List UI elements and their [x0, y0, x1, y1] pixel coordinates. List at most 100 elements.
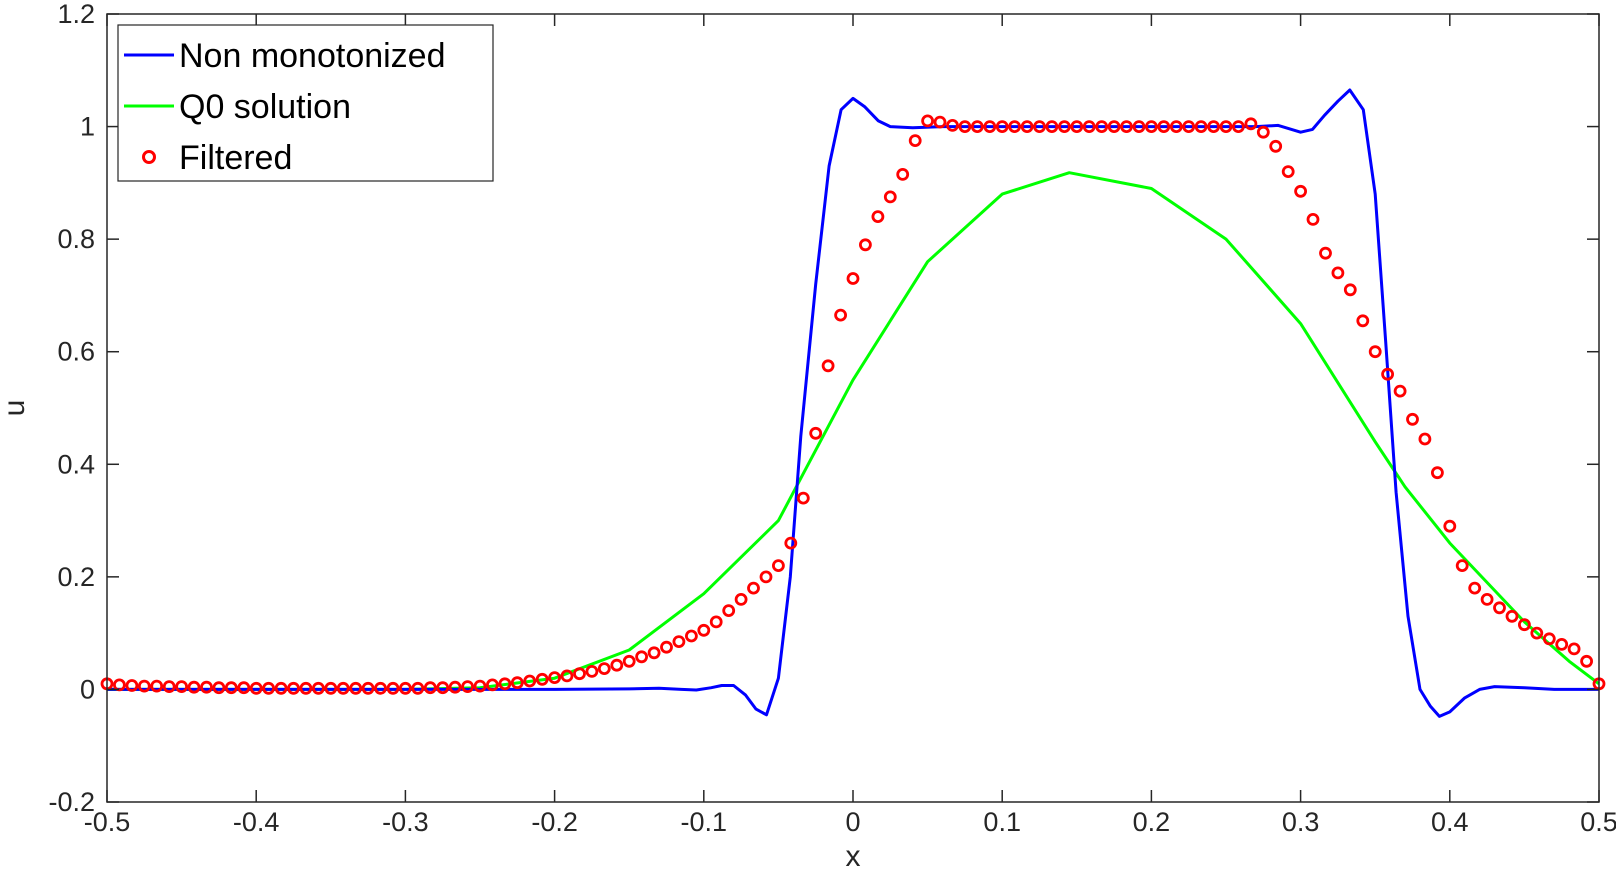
data-point-filtered [921, 114, 934, 128]
x-tick-label: -0.5 [84, 807, 131, 837]
data-point-filtered [1368, 345, 1382, 359]
data-point-filtered [896, 167, 910, 181]
data-point-filtered [1145, 120, 1158, 133]
data-point-filtered [1406, 412, 1419, 426]
data-point-filtered [1232, 120, 1245, 133]
data-point-filtered [1132, 120, 1146, 133]
data-point-filtered [175, 680, 189, 693]
data-point-filtered [1219, 120, 1233, 133]
data-point-filtered [523, 674, 537, 688]
legend: Non monotonized Q0 solution Filtered [117, 24, 494, 182]
data-point-filtered [1107, 120, 1121, 133]
data-point-filtered [1306, 212, 1320, 226]
data-point-filtered [299, 681, 313, 695]
data-point-filtered [510, 676, 524, 690]
x-tick-label: 0.4 [1431, 807, 1469, 837]
data-point-filtered [162, 680, 176, 693]
data-point-filtered [1082, 120, 1096, 133]
y-tick-label: 0.4 [57, 449, 95, 479]
data-point-filtered [1393, 384, 1407, 398]
data-point-filtered [1431, 466, 1444, 480]
data-point-filtered [1070, 120, 1084, 133]
data-point-filtered [772, 559, 785, 572]
data-point-filtered [610, 658, 624, 672]
data-point-filtered [1182, 120, 1196, 133]
data-point-filtered [809, 426, 823, 440]
data-point-filtered [1343, 283, 1357, 297]
y-tick-label: 0.8 [57, 224, 95, 254]
data-point-filtered [237, 681, 251, 695]
data-point-filtered [1319, 246, 1332, 260]
data-point-filtered [821, 359, 835, 373]
data-point-filtered [1169, 120, 1183, 133]
data-point-filtered [535, 672, 549, 686]
data-point-filtered [672, 635, 686, 648]
data-point-filtered [125, 679, 139, 692]
y-tick-label: 1.2 [57, 0, 95, 29]
data-point-filtered [1020, 120, 1034, 133]
data-point-filtered [137, 679, 151, 693]
data-point-filtered [485, 678, 499, 692]
data-point-filtered [834, 308, 847, 322]
data-point-filtered [995, 120, 1009, 133]
data-point-filtered [1518, 618, 1531, 632]
data-point-filtered [1542, 632, 1556, 646]
legend-box [117, 24, 494, 182]
legend-label-q0-solution: Q0 solution [179, 88, 351, 126]
data-point-filtered [448, 680, 462, 694]
data-point-filtered [970, 120, 984, 133]
data-point-filtered [734, 593, 748, 606]
data-point-filtered [1505, 609, 1519, 623]
data-point-filtered [349, 681, 363, 695]
legend-label-non-monotonized: Non monotonized [179, 37, 446, 75]
data-point-filtered [113, 678, 126, 692]
data-point-filtered [933, 115, 947, 129]
data-point-filtered [883, 190, 897, 204]
data-point-filtered [287, 681, 300, 695]
data-point-filtered [411, 681, 425, 695]
x-axis-title: x [846, 840, 861, 869]
data-point-filtered [336, 681, 350, 695]
data-point-filtered [709, 615, 723, 629]
data-point-filtered [262, 681, 276, 695]
x-tick-label: -0.4 [233, 807, 280, 837]
data-point-filtered [946, 119, 959, 132]
data-point-filtered [187, 680, 201, 694]
data-point-filtered [796, 491, 810, 505]
data-point-filtered [361, 681, 375, 695]
data-point-filtered [200, 680, 213, 694]
data-point-filtered [1493, 601, 1506, 615]
data-point-filtered [660, 640, 673, 654]
data-point-filtered [1058, 120, 1071, 133]
series-layer [100, 88, 1606, 718]
data-point-filtered [249, 681, 263, 695]
data-point-filtered [498, 677, 512, 691]
data-point-filtered [386, 681, 400, 695]
data-point-filtered [635, 650, 648, 664]
data-point-filtered [1157, 120, 1171, 133]
data-point-filtered [1331, 266, 1345, 280]
data-point-filtered [784, 536, 798, 550]
data-point-filtered [1480, 593, 1494, 606]
data-point-filtered [1294, 184, 1307, 198]
data-point-filtered [473, 679, 487, 693]
data-point-filtered [759, 570, 773, 584]
y-axis-title: u [0, 400, 31, 417]
data-point-filtered [1356, 314, 1370, 328]
data-point-filtered [647, 646, 661, 660]
data-point-filtered [374, 681, 387, 695]
data-point-filtered [560, 669, 574, 683]
data-point-filtered [1095, 120, 1109, 133]
y-tick-label: -0.2 [48, 787, 95, 817]
data-point-filtered [747, 581, 760, 595]
legend-label-filtered: Filtered [179, 139, 292, 177]
y-tick-label: 0 [80, 674, 95, 704]
data-point-filtered [274, 681, 288, 695]
y-tick-label: 0.6 [57, 337, 95, 367]
data-point-filtered [436, 681, 450, 695]
data-point-filtered [1045, 120, 1059, 133]
data-point-filtered [1381, 367, 1394, 381]
data-point-filtered [398, 681, 412, 695]
data-point-filtered [1443, 519, 1457, 533]
